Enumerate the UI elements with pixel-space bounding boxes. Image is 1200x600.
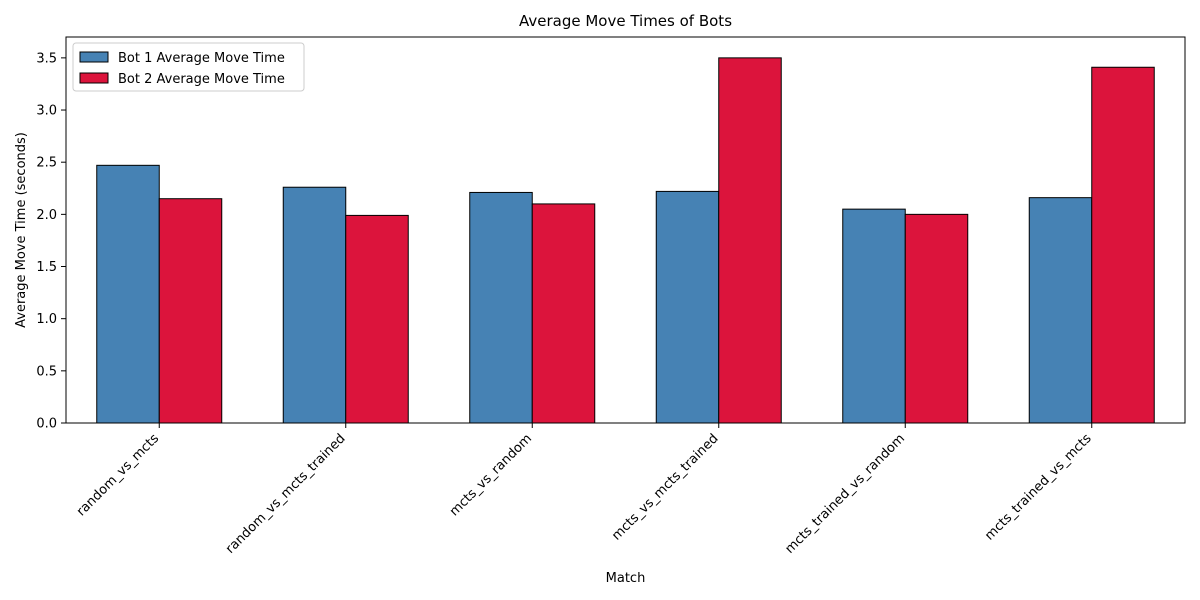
y-tick-label: 1.5	[36, 260, 57, 275]
y-tick-label: 3.5	[36, 51, 57, 66]
y-tick-label: 2.0	[36, 208, 57, 223]
bar-series2-mcts_vs_mcts_trained	[718, 57, 782, 424]
y-tick-label: 0.0	[36, 417, 57, 432]
bar-series2-mcts_trained_vs_random	[904, 213, 969, 424]
bars	[96, 57, 1155, 424]
legend: Bot 1 Average Move Time Bot 2 Average Mov…	[72, 42, 305, 92]
legend-swatch-series2	[79, 72, 109, 84]
bar-series1-mcts_trained_vs_mcts	[1028, 197, 1093, 424]
y-axis: 0.0 0.5 1.0 1.5 2.0 2.5 3.0 3.5	[36, 51, 66, 432]
legend-box	[72, 42, 305, 92]
legend-label-series2: Bot 2 Average Move Time	[118, 72, 285, 87]
y-tick-label: 3.0	[36, 104, 57, 119]
legend-swatch-series1	[79, 51, 109, 63]
y-tick-label: 0.5	[36, 364, 57, 379]
chart-title: Average Move Times of Bots	[519, 12, 732, 30]
bar-series2-random_vs_mcts_trained	[345, 214, 409, 424]
bar-series2-mcts_vs_random	[531, 203, 596, 424]
legend-label-series1: Bot 1 Average Move Time	[118, 51, 285, 66]
bar-series2-random_vs_mcts	[158, 198, 223, 424]
x-tick-label: mcts_trained_vs_random	[783, 431, 909, 557]
y-axis-label: Average Move Time (seconds)	[14, 132, 29, 328]
x-axis: random_vs_mcts random_vs_mcts_trained mcts…	[74, 423, 1095, 557]
x-tick-label: random_vs_mcts	[74, 431, 162, 519]
plot-frame	[65, 36, 1186, 424]
bar-series1-random_vs_mcts	[96, 164, 160, 424]
bar-series1-random_vs_mcts_trained	[282, 186, 347, 424]
bar-series1-mcts_vs_random	[469, 191, 533, 424]
x-tick-label: random_vs_mcts_trained	[223, 431, 349, 557]
x-tick-label: mcts_vs_mcts_trained	[609, 431, 721, 543]
bar-series2-mcts_trained_vs_mcts	[1091, 66, 1155, 424]
x-tick-label: mcts_trained_vs_mcts	[982, 431, 1094, 543]
y-tick-label: 1.0	[36, 312, 57, 327]
bar-series1-mcts_trained_vs_random	[842, 208, 906, 424]
bar-series1-mcts_vs_mcts_trained	[655, 190, 720, 424]
x-axis-label: Match	[606, 571, 646, 586]
y-tick-label: 2.5	[36, 156, 57, 171]
x-tick-label: mcts_vs_random	[447, 431, 535, 519]
